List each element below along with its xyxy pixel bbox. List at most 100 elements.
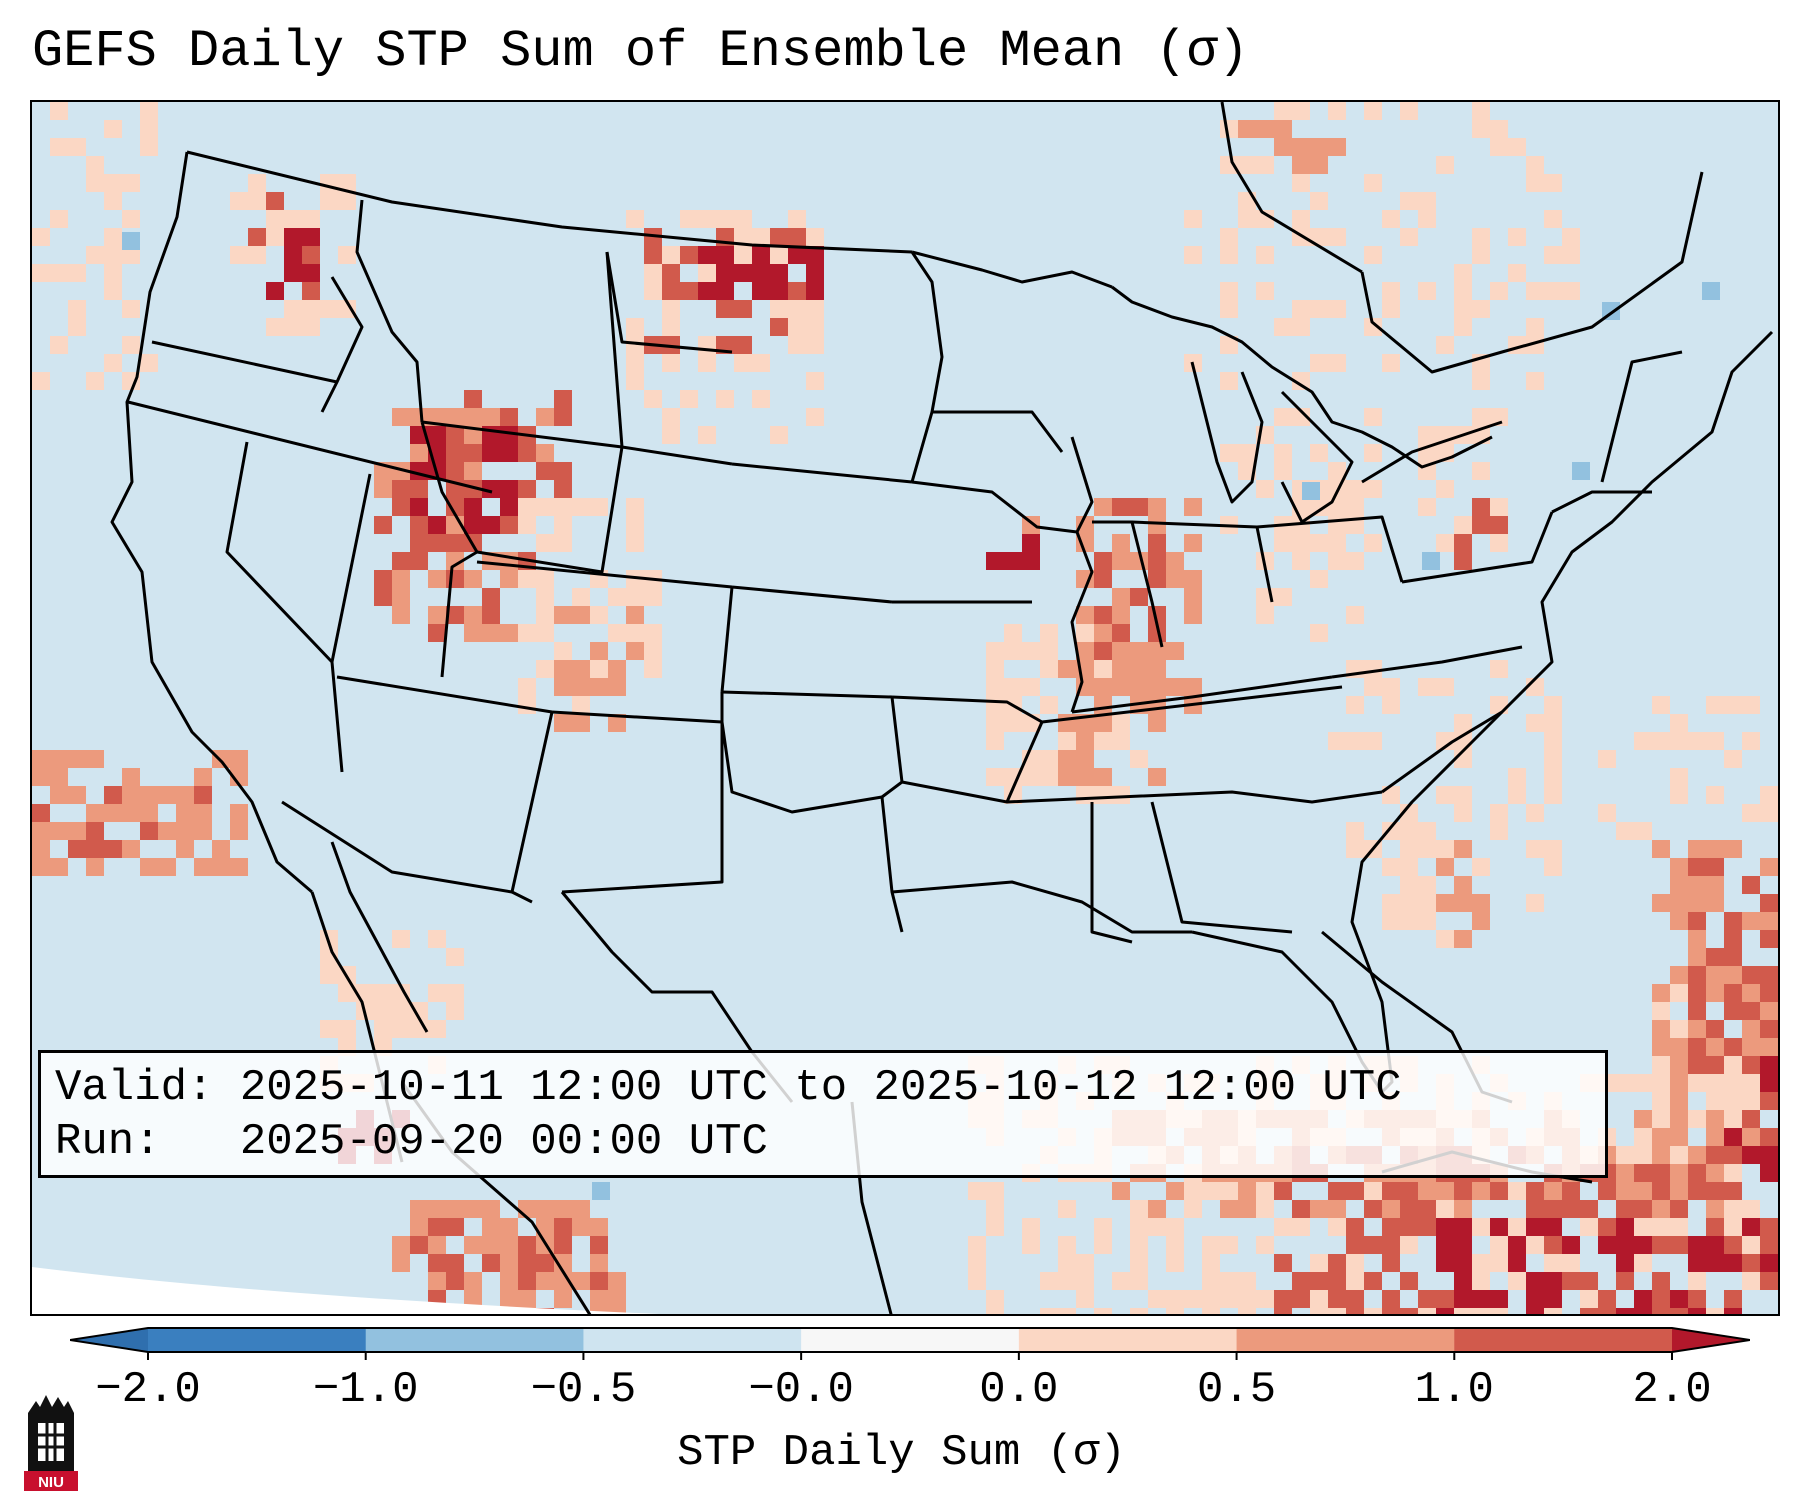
anomaly-cell — [1598, 750, 1616, 768]
anomaly-cell — [806, 246, 824, 264]
anomaly-cell — [86, 858, 104, 876]
co-north — [476, 560, 733, 589]
anomaly-cell — [1328, 228, 1346, 246]
anomaly-cell — [1706, 732, 1724, 750]
anomaly-cell — [716, 300, 734, 318]
anomaly-cell — [590, 660, 608, 678]
anomaly-cell — [1184, 210, 1202, 228]
anomaly-cell — [1544, 714, 1562, 732]
anomaly-cell — [1490, 804, 1508, 822]
anomaly-cell — [1454, 552, 1472, 570]
anomaly-cell — [1274, 120, 1292, 138]
anomaly-cell — [1598, 1236, 1616, 1254]
anomaly-cell — [1634, 822, 1652, 840]
anomaly-cell — [1076, 750, 1094, 768]
anomaly-cell — [1364, 102, 1382, 120]
anomaly-cell — [446, 570, 464, 588]
anomaly-cell — [1436, 1200, 1454, 1218]
anomaly-cell — [1652, 1002, 1670, 1020]
anomaly-cell — [1670, 912, 1688, 930]
anomaly-cell — [176, 822, 194, 840]
anomaly-cell — [734, 354, 752, 372]
anomaly-cell — [1400, 858, 1418, 876]
anomaly-cell — [1076, 1290, 1094, 1308]
anomaly-cell — [626, 498, 644, 516]
anomaly-cell — [1436, 1308, 1454, 1314]
anomaly-cell — [266, 228, 284, 246]
anomaly-cell — [1310, 354, 1328, 372]
anomaly-cell — [248, 228, 266, 246]
anomaly-cell — [644, 588, 662, 606]
anomaly-cell — [1544, 1308, 1562, 1314]
anomaly-cell — [1508, 1254, 1526, 1272]
anomaly-cell — [788, 210, 806, 228]
anomaly-cell — [554, 390, 572, 408]
anomaly-cell — [1274, 462, 1292, 480]
anomaly-cell — [1544, 786, 1562, 804]
anomaly-cell — [500, 1218, 518, 1236]
anomaly-cell — [1436, 786, 1454, 804]
canada-east — [1360, 171, 1704, 374]
anomaly-cell — [1760, 1272, 1778, 1290]
anomaly-cell — [626, 336, 644, 354]
anomaly-cell — [1526, 1308, 1544, 1314]
anomaly-cell — [1724, 1074, 1742, 1092]
anomaly-cell — [1652, 696, 1670, 714]
anomaly-cell — [1652, 732, 1670, 750]
anomaly-cell — [1292, 318, 1310, 336]
anomaly-cell — [1040, 750, 1058, 768]
anomaly-cell — [1436, 534, 1454, 552]
anomaly-cell — [1724, 1128, 1742, 1146]
anomaly-cell — [1274, 138, 1292, 156]
anomaly-cell — [1328, 1200, 1346, 1218]
anomaly-cell — [1616, 1236, 1634, 1254]
anomaly-cell — [464, 624, 482, 642]
anomaly-cell — [1472, 1272, 1490, 1290]
anomaly-cell — [1472, 246, 1490, 264]
anomaly-cell — [1472, 912, 1490, 930]
anomaly-cell — [518, 1236, 536, 1254]
anomaly-cell — [50, 768, 68, 786]
colorbar-tick-label: −0.0 — [748, 1365, 854, 1415]
anomaly-cell — [1724, 1110, 1742, 1128]
anomaly-cell — [1652, 1236, 1670, 1254]
anomaly-cell — [482, 1254, 500, 1272]
anomaly-cell — [1310, 138, 1328, 156]
anomaly-cell — [752, 282, 770, 300]
anomaly-cell — [1670, 1236, 1688, 1254]
anomaly-cell — [50, 822, 68, 840]
anomaly-cell — [194, 858, 212, 876]
anomaly-cell — [1202, 1272, 1220, 1290]
anomaly-cell — [1454, 714, 1472, 732]
anomaly-cell — [1670, 714, 1688, 732]
anomaly-cell — [806, 228, 824, 246]
anomaly-cell — [1310, 534, 1328, 552]
anomaly-cell — [1364, 1200, 1382, 1218]
anomaly-cell — [536, 660, 554, 678]
anomaly-cell — [1670, 1200, 1688, 1218]
anomaly-cell — [212, 840, 230, 858]
anomaly-cell — [1022, 642, 1040, 660]
anomaly-cell — [1076, 642, 1094, 660]
anomaly-cell — [428, 984, 446, 1002]
anomaly-cell — [1148, 660, 1166, 678]
anomaly-cell — [1022, 768, 1040, 786]
anomaly-cell — [1490, 1218, 1508, 1236]
anomaly-cell — [1094, 660, 1112, 678]
anomaly-cell — [1256, 156, 1274, 174]
anomaly-cell — [1220, 282, 1238, 300]
anomaly-cell — [248, 246, 266, 264]
anomaly-cell — [590, 678, 608, 696]
anomaly-cell — [1058, 1308, 1076, 1314]
anomaly-cell — [1364, 318, 1382, 336]
anomaly-cell — [1490, 498, 1508, 516]
anomaly-cell — [1742, 1254, 1760, 1272]
anomaly-cell — [1544, 840, 1562, 858]
anomaly-cell — [1184, 570, 1202, 588]
anomaly-cell — [1274, 102, 1292, 120]
anomaly-cell — [1526, 318, 1544, 336]
anomaly-cell — [1382, 210, 1400, 228]
anomaly-cell — [122, 804, 140, 822]
anomaly-cell — [752, 354, 770, 372]
anomaly-cell — [734, 264, 752, 282]
